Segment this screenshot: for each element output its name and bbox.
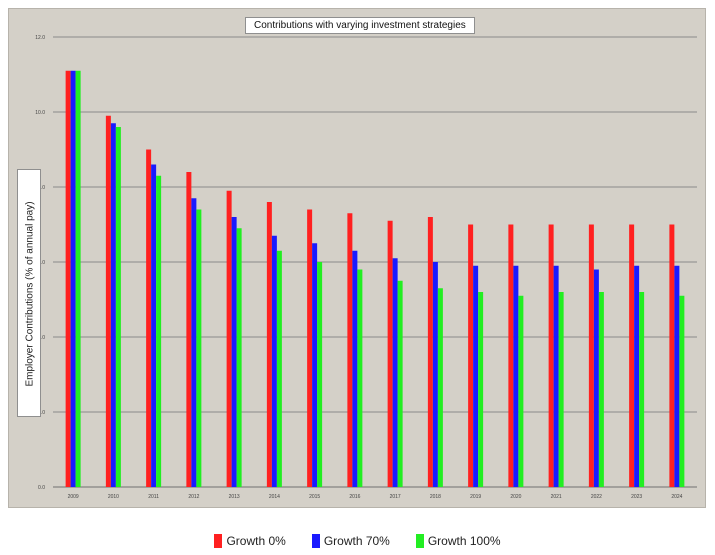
x-tick-label: 2022 [591,494,602,500]
bar-growth-70-2020 [513,265,519,487]
x-tick-label: 2024 [671,494,682,500]
bar-growth-100-2018 [437,288,443,487]
bar-growth-100-2023 [639,292,645,487]
x-tick-label: 2019 [470,494,481,500]
chart-area: 0.0 2.0 4.0 6.0 8.0 10.0 12.0 2009 2010 2011 2012… [8,8,706,508]
bar-growth-70-2022 [593,269,599,487]
bar-growth-70-2015 [312,243,318,487]
bar-growth-70-2013 [231,217,237,487]
bar-growth-100-2015 [317,262,323,487]
legend-item-growth-0: Growth 0% [214,534,286,548]
bar-growth-100-2011 [156,175,162,487]
x-tick-label: 2021 [551,494,562,500]
legend-item-growth-70: Growth 70% [311,534,390,548]
x-tick-label: 2016 [349,494,360,500]
bar-growth-0-2019 [468,224,474,487]
bar-growth-0-2011 [146,149,152,487]
legend: Growth 0% Growth 70% Growth 100% [0,534,715,548]
bar-growth-100-2022 [598,292,604,487]
bar-growth-100-2009 [75,70,81,487]
bar-growth-70-2023 [634,265,640,487]
y-tick-label: 10.0 [35,110,45,116]
bar-growth-100-2020 [518,295,524,487]
y-tick-label: 2.0 [38,410,45,416]
legend-label: Growth 100% [427,534,501,548]
bar-growth-70-2018 [432,262,438,487]
bar-growth-0-2021 [548,224,554,487]
bar-growth-70-2019 [473,265,479,487]
x-tick-labels: 2009 2010 2011 2012 2013 2014 2015 2016 2017 2018… [68,494,683,500]
y-axis-label-box: Employer Contributions (% of annual pay) [17,169,41,417]
legend-item-growth-100: Growth 100% [415,534,501,548]
y-tick-labels: 0.0 2.0 4.0 6.0 8.0 10.0 12.0 [35,35,45,491]
legend-label: Growth 70% [323,534,390,548]
bar-growth-70-2009 [70,70,76,487]
bars [65,70,685,487]
y-tick-label: 0.0 [38,485,45,491]
bar-growth-100-2024 [679,295,685,487]
legend-label: Growth 0% [226,534,286,548]
legend-swatch-red [214,534,223,548]
bar-growth-70-2010 [110,123,116,487]
x-tick-label: 2023 [631,494,642,500]
legend-swatch-green [415,534,424,548]
y-axis-label: Employer Contributions (% of annual pay) [24,201,36,387]
x-tick-label: 2020 [510,494,521,500]
y-tick-label: 8.0 [38,185,45,191]
bar-growth-70-2011 [151,164,157,487]
bar-growth-100-2016 [357,269,363,487]
y-tick-label: 4.0 [38,335,45,341]
bar-growth-0-2018 [427,217,433,487]
bar-growth-0-2013 [226,190,232,487]
x-tick-label: 2014 [269,494,280,500]
chart-plot: 0.0 2.0 4.0 6.0 8.0 10.0 12.0 2009 2010 2011 2012… [35,35,697,500]
bar-growth-100-2010 [115,127,121,487]
chart-title: Contributions with varying investment st… [245,17,475,34]
bar-growth-0-2016 [347,213,353,487]
bar-growth-100-2012 [196,209,202,487]
x-tick-label: 2011 [148,494,159,500]
bar-growth-0-2020 [508,224,514,487]
bar-growth-0-2024 [669,224,675,487]
bar-growth-70-2017 [392,258,398,487]
bar-growth-100-2017 [397,280,403,487]
x-tick-label: 2017 [390,494,401,500]
bar-growth-0-2012 [186,172,192,487]
bar-growth-100-2014 [276,250,282,487]
x-tick-label: 2015 [309,494,320,500]
x-tick-label: 2012 [188,494,199,500]
bar-growth-0-2010 [105,115,111,487]
x-tick-label: 2010 [108,494,119,500]
bar-growth-0-2017 [387,220,393,487]
bar-growth-70-2014 [271,235,277,487]
bar-growth-100-2013 [236,228,242,487]
bar-growth-70-2016 [352,250,358,487]
bar-growth-70-2021 [553,265,559,487]
bar-growth-0-2014 [266,202,272,487]
bar-growth-0-2023 [629,224,635,487]
x-tick-label: 2009 [68,494,79,500]
bar-growth-0-2015 [307,209,313,487]
x-tick-label: 2013 [229,494,240,500]
bar-growth-0-2009 [65,70,71,487]
y-tick-label: 6.0 [38,260,45,266]
bar-growth-70-2012 [191,198,197,487]
legend-swatch-blue [311,534,320,548]
bar-growth-0-2022 [588,224,594,487]
bar-growth-100-2021 [558,292,564,487]
bar-growth-70-2024 [674,265,680,487]
bar-growth-100-2019 [478,292,484,487]
y-tick-label: 12.0 [35,35,45,41]
x-tick-label: 2018 [430,494,441,500]
